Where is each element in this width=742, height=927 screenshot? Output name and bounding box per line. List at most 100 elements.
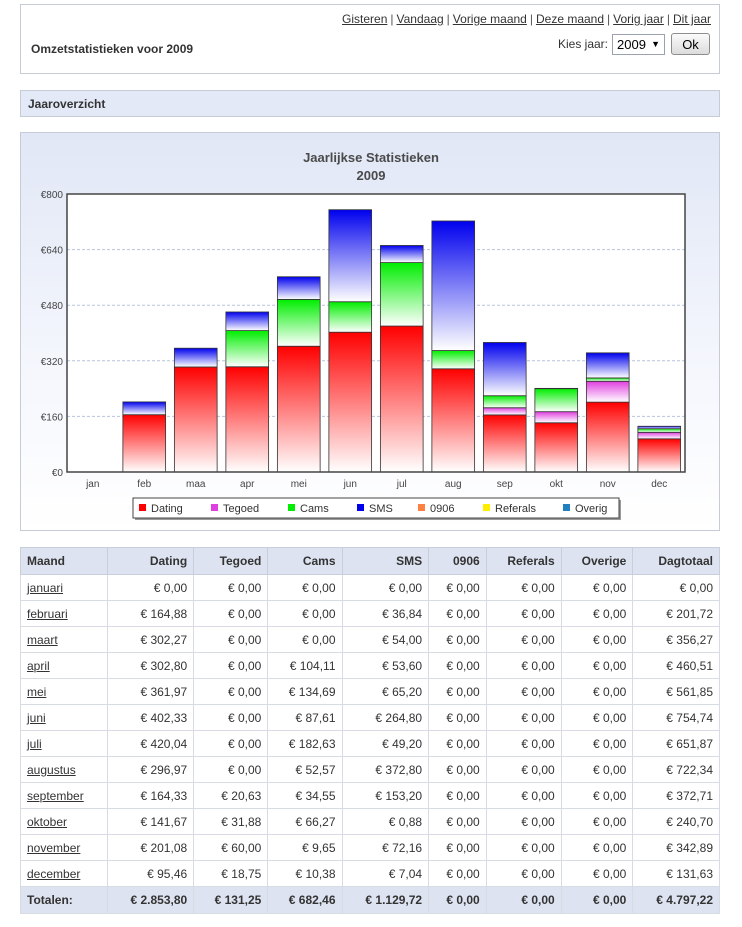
table-cell: € 240,70	[632, 808, 720, 835]
table-row: november € 201,08 € 60,00 € 9,65 € 72,16 € 0,…	[20, 834, 720, 861]
table-cell: € 34,55	[267, 782, 343, 809]
table-cell: € 372,71	[632, 782, 720, 809]
link-vorig-jaar[interactable]: Vorig jaar	[613, 12, 664, 26]
table-row: juni € 402,33 € 0,00 € 87,61 € 264,80 € 0,00 €…	[20, 704, 720, 731]
bar-segment-dating-jul	[379, 325, 424, 473]
month-link[interactable]: juli	[27, 736, 42, 751]
chevron-down-icon: ▼	[651, 39, 660, 49]
table-cell: € 361,97	[106, 678, 195, 705]
bar-segment-tegoed-sep	[482, 407, 527, 416]
table-cell: € 10,38	[267, 860, 343, 887]
x-tick-label: aug	[445, 479, 462, 490]
month-link[interactable]: oktober	[27, 814, 68, 829]
bar-segment-sms-mei	[276, 276, 321, 300]
chart-subtitle: 2009	[357, 168, 386, 183]
table-cell: € 0,00	[560, 574, 634, 601]
bar-segment-tegoed-dec	[637, 431, 682, 440]
table-cell: € 36,84	[341, 600, 430, 627]
bar-segment-sms-apr	[225, 311, 270, 331]
table-cell: € 420,04	[106, 730, 195, 757]
x-tick-label: mei	[291, 479, 307, 490]
table-cell: € 0,00	[428, 860, 487, 887]
month-cell: maart	[20, 626, 108, 653]
bar-segment-sms-jun	[328, 209, 373, 303]
legend-label-sms: SMS	[369, 503, 393, 515]
total-cell: € 0,00	[428, 886, 487, 914]
table-cell: € 264,80	[341, 704, 430, 731]
month-link[interactable]: mei	[27, 684, 47, 699]
table-cell: € 0,00	[560, 652, 634, 679]
bar-segment-cams-jun	[328, 301, 373, 333]
bar-segment-dating-dec	[637, 438, 682, 473]
table-cell: € 0,00	[193, 756, 269, 783]
total-cell: € 2.853,80	[106, 886, 195, 914]
bar-segment-sms-aug	[431, 220, 476, 351]
month-cell: april	[20, 652, 108, 679]
x-tick-label: jun	[343, 479, 357, 490]
table-cell: € 0,00	[428, 834, 487, 861]
bar-segment-dating-feb	[122, 414, 167, 473]
year-select[interactable]: 2009 ▼	[612, 33, 665, 55]
bar-segment-cams-dec	[637, 428, 682, 433]
bar-segment-tegoed-okt	[534, 411, 579, 424]
table-cell: € 0,00	[560, 808, 634, 835]
table-cell: € 0,00	[485, 782, 562, 809]
bar-segment-sms-dec	[637, 425, 682, 430]
month-link[interactable]: december	[27, 866, 81, 881]
month-link[interactable]: januari	[27, 580, 64, 595]
month-link[interactable]: april	[27, 658, 50, 673]
month-link[interactable]: februari	[27, 606, 68, 621]
table-row: augustus € 296,97 € 0,00 € 52,57 € 372,80 € 0…	[20, 756, 720, 783]
table-cell: € 0,00	[428, 808, 487, 835]
table-cell: € 182,63	[267, 730, 343, 757]
x-tick-label: okt	[550, 479, 564, 490]
table-cell: € 9,65	[267, 834, 343, 861]
x-tick-label: apr	[240, 479, 255, 490]
link-dit-jaar[interactable]: Dit jaar	[672, 12, 711, 26]
table-row: januari € 0,00 € 0,00 € 0,00 € 0,00 € 0,00 € 0…	[20, 574, 720, 601]
table-cell: € 0,00	[193, 574, 269, 601]
table-cell: € 0,00	[560, 730, 634, 757]
ok-button[interactable]: Ok	[671, 33, 710, 55]
bar-segment-dating-mei	[276, 345, 321, 473]
table-row: oktober € 141,67 € 31,88 € 66,27 € 0,88 € 0,0…	[20, 808, 720, 835]
link-deze-maand[interactable]: Deze maand	[535, 12, 605, 26]
table-cell: € 31,88	[193, 808, 269, 835]
page-title: Omzetstatistieken voor 2009	[31, 42, 194, 56]
link-separator: |	[390, 12, 394, 26]
legend-swatch-tegoed	[211, 504, 218, 511]
table-cell: € 164,33	[106, 782, 195, 809]
link-vandaag[interactable]: Vandaag	[396, 12, 444, 26]
legend-swatch-sms	[357, 504, 364, 511]
column-header-overige: Overige	[560, 547, 634, 575]
month-link[interactable]: juni	[27, 710, 46, 725]
bar-segment-cams-okt	[534, 388, 579, 413]
totals-row: Totalen: € 2.853,80 € 131,25 € 682,46 € 1.12…	[20, 886, 720, 914]
total-cell: € 4.797,22	[632, 886, 720, 914]
link-gisteren[interactable]: Gisteren	[342, 12, 388, 26]
table-cell: € 0,00	[341, 574, 430, 601]
table-cell: € 0,00	[485, 626, 562, 653]
table-cell: € 131,63	[632, 860, 720, 887]
bar-segment-sms-sep	[482, 342, 527, 397]
month-link[interactable]: november	[27, 840, 81, 855]
y-tick-label: €160	[41, 412, 64, 423]
bar-segment-dating-maa	[173, 366, 218, 473]
month-link[interactable]: augustus	[27, 762, 76, 777]
table-cell: € 87,61	[267, 704, 343, 731]
section-title: Jaaroverzicht	[20, 90, 720, 117]
y-tick-label: €0	[52, 468, 64, 479]
table-cell: € 0,00	[485, 574, 562, 601]
table-cell: € 54,00	[341, 626, 430, 653]
month-link[interactable]: september	[27, 788, 84, 803]
bar-segment-sms-nov	[585, 352, 630, 379]
table-cell: € 0,00	[485, 834, 562, 861]
link-separator: |	[607, 12, 611, 26]
table-cell: € 0,00	[560, 704, 634, 731]
month-link[interactable]: maart	[27, 632, 58, 647]
x-tick-label: sep	[497, 479, 514, 490]
table-cell: € 66,27	[267, 808, 343, 835]
table-cell: € 651,87	[632, 730, 720, 757]
link-vorige-maand[interactable]: Vorige maand	[452, 12, 527, 26]
bar-segment-dating-nov	[585, 401, 630, 473]
